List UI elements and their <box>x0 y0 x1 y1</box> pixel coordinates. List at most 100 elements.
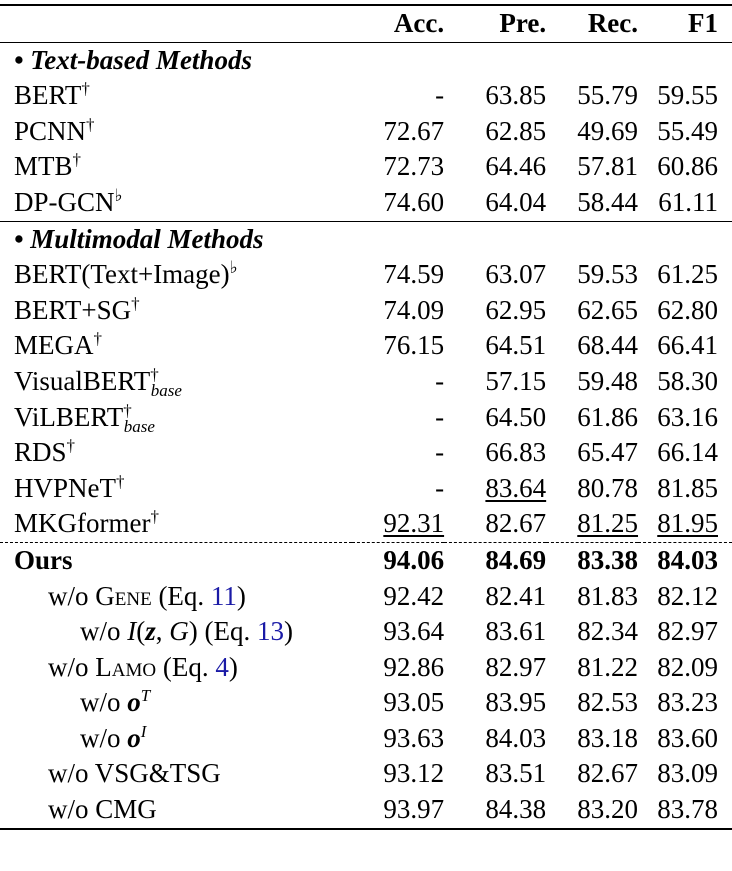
method-subscript: base <box>123 416 155 436</box>
metric-value: 49.69 <box>577 115 639 146</box>
metric-value: 62.65 <box>577 294 639 325</box>
value-rec: 55.79 <box>546 78 638 114</box>
table-row: w/o Lamo (Eq. 4) 92.86 82.97 81.22 82.09 <box>0 650 732 686</box>
value-f1: 81.95 <box>638 506 732 542</box>
method-name: VisualBERT†base <box>0 364 352 400</box>
metric-value: 83.95 <box>485 687 547 718</box>
method-label-part: DP-GCN <box>14 186 115 217</box>
method-label-part: MKGformer <box>14 508 151 539</box>
value-acc: 92.31 <box>352 506 444 542</box>
header-row: Acc. Pre. Rec. F1 <box>0 3 732 43</box>
metric-value: 93.64 <box>383 616 445 647</box>
method-superscript: † <box>150 507 159 527</box>
method-superscript: ♭ <box>114 185 123 205</box>
method-superscript: † <box>131 293 140 313</box>
value-acc: 74.60 <box>352 185 444 221</box>
method-superscript: † <box>150 364 159 384</box>
metric-value: 66.14 <box>657 437 718 468</box>
value-f1: 60.86 <box>638 149 732 185</box>
metric-value: 82.53 <box>577 687 639 718</box>
method-superscript: † <box>81 79 90 99</box>
value-pre: 66.83 <box>444 435 546 471</box>
equation-ref-link[interactable]: 4 <box>215 651 229 682</box>
value-acc: - <box>352 364 444 400</box>
method-name: RDS† <box>0 435 352 471</box>
metric-value: 83.20 <box>577 794 639 825</box>
method-superscript: † <box>86 114 95 134</box>
value-f1: 83.78 <box>638 792 732 830</box>
method-superscript: ♭ <box>229 258 238 278</box>
method-label-part: o <box>127 687 141 718</box>
table-row: ViLBERT†base - 64.50 61.86 63.16 <box>0 400 732 436</box>
metric-value: 61.11 <box>658 186 718 217</box>
method-name: w/o I(z, G) (Eq. 13) <box>0 614 352 650</box>
value-acc: 93.97 <box>352 792 445 830</box>
value-rec: 61.86 <box>546 400 638 436</box>
equation-ref-link[interactable]: 11 <box>210 580 237 611</box>
method-label-part: w/o <box>48 651 96 682</box>
section-title: • Multimodal Methods <box>0 220 732 258</box>
method-label-part: w/o <box>80 687 128 718</box>
value-rec: 49.69 <box>546 114 638 150</box>
method-superscript: † <box>123 400 132 420</box>
metric-value: 66.41 <box>657 330 718 361</box>
metric-value: 83.78 <box>657 794 718 825</box>
metric-value: - <box>435 472 445 503</box>
metric-value: 59.48 <box>577 365 639 396</box>
value-rec: 57.81 <box>546 149 638 185</box>
equation-ref-link[interactable]: 13 <box>257 616 284 647</box>
metric-value: 62.85 <box>485 115 547 146</box>
method-superscript: T <box>140 686 151 706</box>
value-pre: 83.51 <box>444 756 546 792</box>
metric-value: 59.53 <box>577 259 639 290</box>
method-label-part: MEGA <box>14 330 94 361</box>
table-row: VisualBERT†base - 57.15 59.48 58.30 <box>0 364 732 400</box>
method-label-part: w/o <box>80 616 128 647</box>
method-label-part: w/o CMG <box>48 794 157 825</box>
section-title: • Text-based Methods <box>14 44 252 75</box>
value-rec: 83.20 <box>546 792 639 830</box>
metric-value: 93.63 <box>383 722 445 753</box>
value-pre: 82.67 <box>444 506 546 542</box>
metric-value: 83.60 <box>657 722 718 753</box>
method-label-part: I <box>127 616 137 647</box>
value-rec: 83.38 <box>546 541 639 579</box>
method-name: w/o Lamo (Eq. 4) <box>0 650 352 686</box>
table-row: w/o CMG 93.97 84.38 83.20 83.78 <box>0 792 732 830</box>
metric-value: 62.95 <box>485 294 547 325</box>
value-pre: 62.85 <box>444 114 546 150</box>
table-row: MTB† 72.73 64.46 57.81 60.86 <box>0 149 732 185</box>
value-pre: 64.04 <box>444 185 546 221</box>
value-rec: 82.53 <box>546 685 638 721</box>
metric-value: 82.41 <box>485 580 547 611</box>
metric-value: 82.67 <box>577 758 639 789</box>
metric-value: 83.51 <box>485 758 547 789</box>
value-pre: 83.64 <box>444 471 546 507</box>
value-rec: 81.22 <box>546 650 638 686</box>
metric-value: 82.09 <box>657 651 718 682</box>
metric-value: 60.86 <box>657 151 718 182</box>
value-f1: 63.16 <box>638 400 732 436</box>
value-pre: 82.41 <box>444 579 546 615</box>
metric-value: 83.38 <box>577 544 639 575</box>
method-label-part: ) <box>236 580 246 611</box>
metric-value: 62.80 <box>657 294 718 325</box>
metric-value: 72.67 <box>383 115 445 146</box>
value-pre: 64.50 <box>444 400 546 436</box>
value-pre: 64.51 <box>444 328 546 364</box>
metric-value: 68.44 <box>577 330 639 361</box>
method-name: w/o Gene (Eq. 11) <box>0 579 352 615</box>
metric-value: 83.61 <box>485 616 547 647</box>
value-pre: 64.46 <box>444 149 546 185</box>
value-rec: 58.44 <box>546 185 638 221</box>
method-name: BERT(Text+Image)♭ <box>0 257 352 293</box>
method-label-part: ) (Eq. <box>188 616 257 647</box>
method-name: BERT+SG† <box>0 293 352 329</box>
value-acc: 92.86 <box>352 650 444 686</box>
value-rec: 59.48 <box>546 364 638 400</box>
metric-value: 74.60 <box>383 186 445 217</box>
metric-value: 82.97 <box>485 651 547 682</box>
method-name: BERT† <box>0 78 352 114</box>
metric-value: 81.25 <box>577 508 639 539</box>
method-subscript: base <box>150 381 182 401</box>
